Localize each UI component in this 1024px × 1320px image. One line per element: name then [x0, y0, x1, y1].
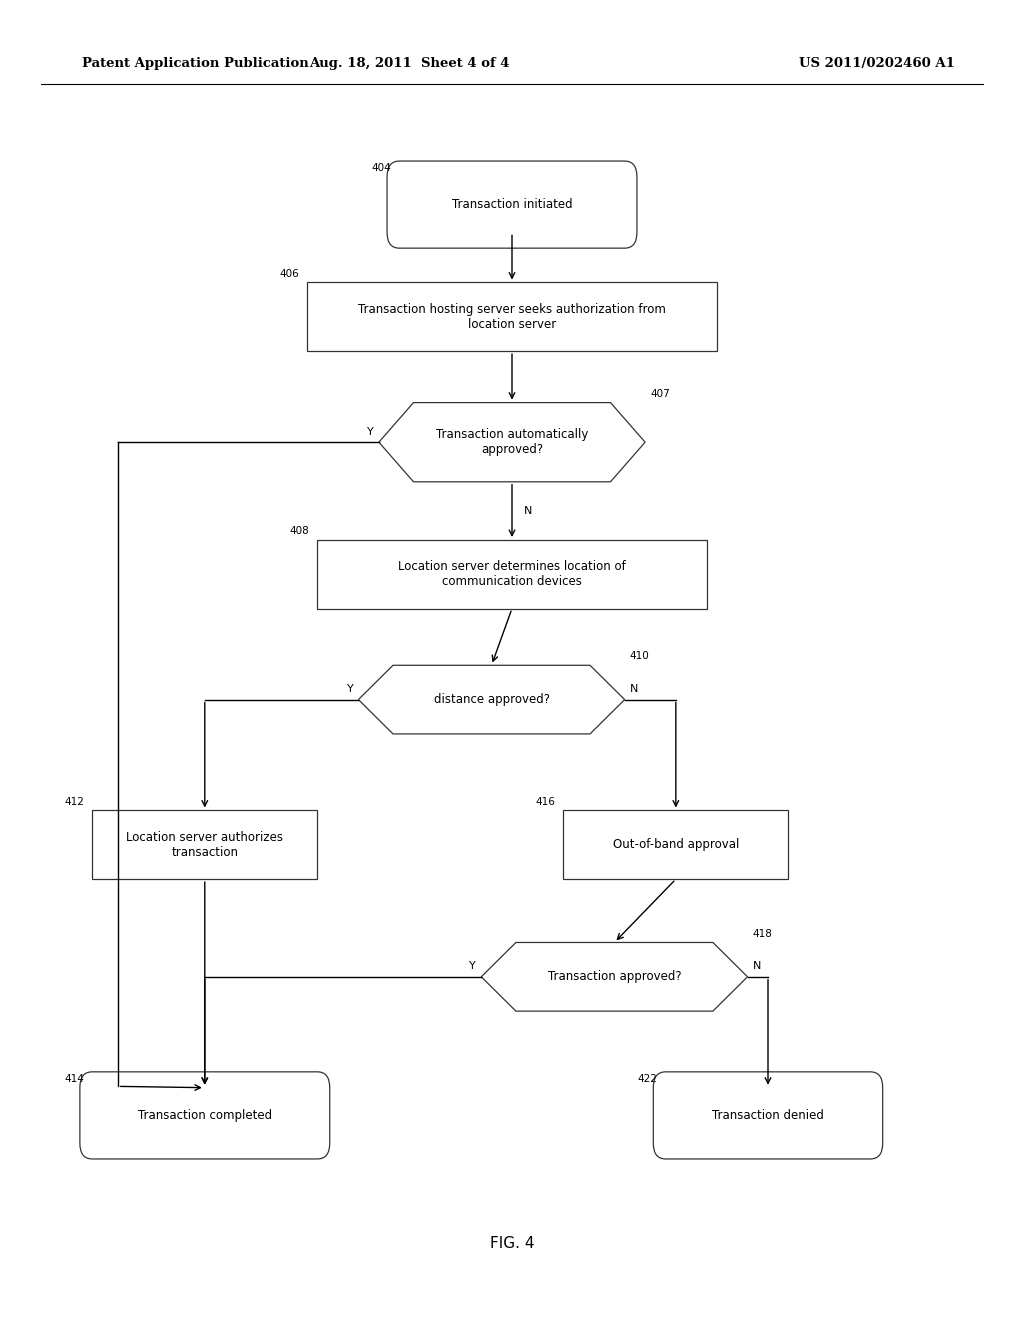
Text: 406: 406 [280, 268, 299, 279]
Text: 410: 410 [630, 651, 649, 661]
Bar [317, 540, 707, 609]
Text: Location server authorizes
transaction: Location server authorizes transaction [126, 830, 284, 859]
Text: Patent Application Publication: Patent Application Publication [82, 57, 308, 70]
Text: Y: Y [367, 426, 374, 437]
Text: Location server determines location of
communication devices: Location server determines location of c… [398, 560, 626, 589]
Text: 418: 418 [753, 928, 772, 939]
Text: FIG. 4: FIG. 4 [489, 1236, 535, 1251]
Text: Transaction denied: Transaction denied [712, 1109, 824, 1122]
Text: 414: 414 [65, 1073, 84, 1084]
Text: Out-of-band approval: Out-of-band approval [612, 838, 739, 851]
Bar [307, 282, 717, 351]
Text: N: N [630, 684, 638, 694]
FancyBboxPatch shape [653, 1072, 883, 1159]
FancyBboxPatch shape [80, 1072, 330, 1159]
Text: Transaction automatically
approved?: Transaction automatically approved? [436, 428, 588, 457]
FancyBboxPatch shape [387, 161, 637, 248]
Text: Y: Y [346, 684, 353, 694]
Text: Transaction initiated: Transaction initiated [452, 198, 572, 211]
Text: Y: Y [469, 961, 476, 972]
Polygon shape [481, 942, 748, 1011]
Text: N: N [524, 506, 532, 516]
Polygon shape [379, 403, 645, 482]
Text: 422: 422 [638, 1073, 657, 1084]
Text: 416: 416 [536, 796, 555, 807]
Text: Aug. 18, 2011  Sheet 4 of 4: Aug. 18, 2011 Sheet 4 of 4 [309, 57, 510, 70]
Text: US 2011/0202460 A1: US 2011/0202460 A1 [799, 57, 954, 70]
Text: Transaction approved?: Transaction approved? [548, 970, 681, 983]
Text: Transaction completed: Transaction completed [138, 1109, 271, 1122]
Text: 407: 407 [650, 388, 670, 399]
Bar [563, 810, 788, 879]
Polygon shape [358, 665, 625, 734]
Bar [92, 810, 317, 879]
Text: distance approved?: distance approved? [433, 693, 550, 706]
Text: 412: 412 [65, 796, 84, 807]
Text: Transaction hosting server seeks authorization from
location server: Transaction hosting server seeks authori… [358, 302, 666, 331]
Text: 404: 404 [372, 162, 391, 173]
Text: 408: 408 [290, 525, 309, 536]
Text: N: N [753, 961, 761, 972]
